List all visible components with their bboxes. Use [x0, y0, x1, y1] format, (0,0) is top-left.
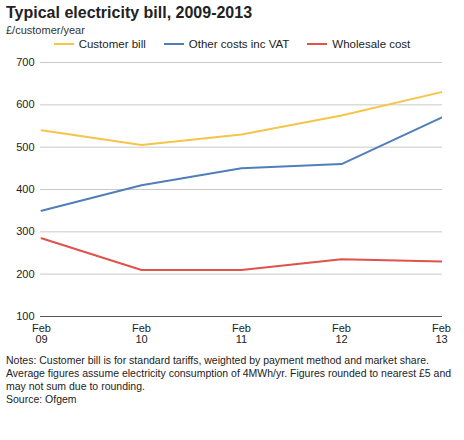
html-text:£/customer/year: £/customer/year	[6, 24, 85, 36]
svg-text:Feb12: Feb12	[332, 322, 351, 345]
html-text:Customer bill: Customer bill	[78, 38, 146, 50]
svg-text:Feb10: Feb10	[132, 322, 151, 345]
svg-text:Feb11: Feb11	[232, 322, 251, 345]
html-text:Other costs inc VAT: Other costs inc VAT	[188, 38, 290, 50]
html-text:Typical electricity bill, 2009: Typical electricity bill, 2009-2013	[6, 4, 253, 21]
svg-text:600: 600	[16, 98, 34, 110]
html-text:Notes: Customer bill is for st: Notes: Customer bill is for standard tar…	[6, 354, 452, 392]
svg-text:200: 200	[16, 268, 34, 280]
html-text:Wholesale cost: Wholesale cost	[332, 38, 411, 50]
svg-text:Feb09: Feb09	[32, 322, 51, 345]
svg-text:300: 300	[16, 225, 34, 237]
svg-text:400: 400	[16, 183, 34, 195]
html-text:Source: Ofgem: Source: Ofgem	[6, 393, 77, 405]
svg-text:700: 700	[16, 56, 34, 68]
svg-text:100: 100	[16, 310, 34, 322]
svg-text:500: 500	[16, 141, 34, 153]
svg-text:Feb13: Feb13	[432, 322, 451, 345]
